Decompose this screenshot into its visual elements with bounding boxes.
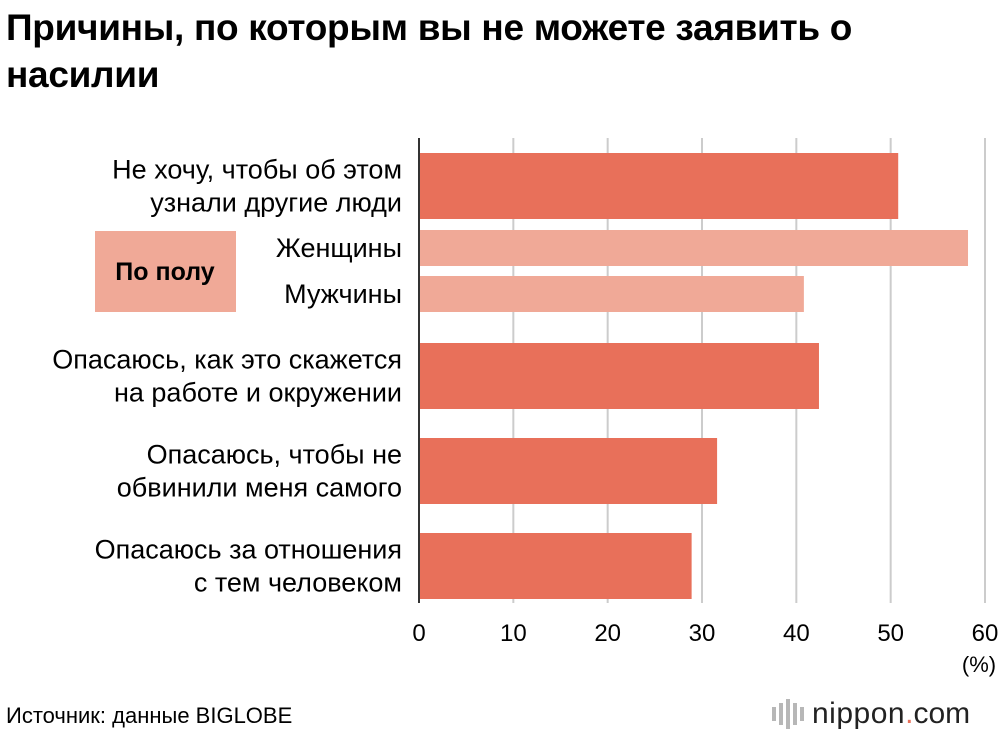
- category-label: узнали другие люди: [150, 188, 402, 218]
- x-tick-label: 50: [877, 620, 904, 647]
- x-tick-label: 0: [412, 620, 425, 647]
- x-tick-label: 60: [972, 620, 999, 647]
- category-label: Опасаюсь, чтобы не: [147, 440, 402, 470]
- bar: [419, 438, 718, 504]
- chart-title: Причины, по которым вы не можете заявить…: [6, 7, 853, 95]
- bar: [419, 230, 969, 266]
- source-note: Источник: данные BIGLOBE: [6, 703, 293, 728]
- bar: [419, 343, 819, 409]
- group-label: По полу: [115, 258, 214, 286]
- bar: [419, 153, 899, 219]
- x-tick-label: 10: [500, 620, 527, 647]
- x-tick-label: 40: [783, 620, 810, 647]
- category-label: Не хочу, чтобы об этом: [112, 155, 402, 185]
- unit-label: (%): [962, 652, 996, 677]
- x-tick-label: 30: [689, 620, 716, 647]
- bars-logo-icon: [772, 699, 804, 729]
- category-label: Опасаюсь, как это скажется: [52, 345, 402, 375]
- category-label: Мужчины: [284, 279, 402, 309]
- brand-name: nippon: [812, 697, 906, 730]
- brand-suffix: com: [913, 697, 971, 730]
- category-label: с тем человеком: [194, 568, 402, 598]
- bar: [419, 276, 804, 312]
- brand-dot: .: [905, 697, 914, 730]
- group-label-box: [95, 231, 236, 312]
- x-tick-label: 20: [594, 620, 621, 647]
- bar: [419, 533, 692, 599]
- category-label: обвинили меня самого: [117, 473, 402, 503]
- brand-logo: nippon. com: [772, 694, 994, 734]
- category-label: Женщины: [276, 233, 402, 263]
- category-label: на работе и окружении: [114, 378, 402, 408]
- category-label: Опасаюсь за отношения: [95, 535, 402, 565]
